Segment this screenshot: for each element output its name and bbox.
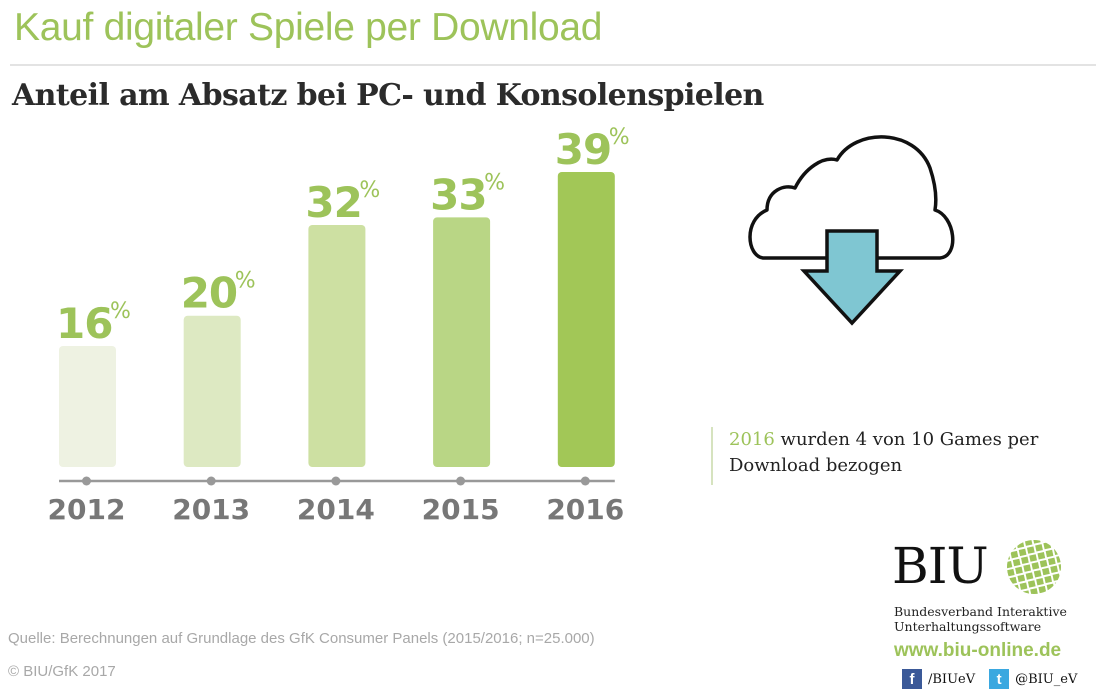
bar-2013 (183, 315, 241, 467)
brand-name: Bundesverband Interaktive Unterhaltungss… (894, 604, 1067, 634)
data-label-unit: % (235, 269, 256, 294)
globe-tile (1029, 554, 1037, 562)
globe-tile (1027, 580, 1036, 588)
globe-tile (1030, 588, 1038, 594)
data-label: 16 (56, 299, 112, 348)
callout-box: 2016 wurden 4 von 10 Games per Download … (711, 427, 1096, 485)
data-label-unit: % (484, 170, 505, 195)
globe-tile (1010, 550, 1019, 559)
globe-tile (1054, 581, 1061, 589)
globe-tile (1024, 540, 1033, 546)
globe-tile (1031, 562, 1040, 570)
social-links: f /BIUeV t @BIU_eV (902, 669, 1077, 689)
x-tick-label: 2014 (297, 493, 375, 526)
globe-tile (1043, 541, 1052, 550)
data-label: 32 (305, 178, 361, 227)
twitter-handle[interactable]: @BIU_eV (1015, 671, 1078, 687)
x-tick-label: 2012 (48, 493, 126, 526)
download-arrow (800, 229, 904, 326)
facebook-icon[interactable]: f (902, 669, 922, 689)
globe-tile (1053, 547, 1061, 555)
page-title: Kauf digitaler Spiele per Download (14, 6, 603, 49)
tick-dot-2012 (82, 476, 91, 486)
cloud-download-icon (748, 135, 955, 326)
data-label-unit: % (359, 178, 380, 203)
globe-tile (1035, 544, 1043, 552)
bar-2012 (59, 345, 116, 467)
globe-tile (1008, 542, 1016, 551)
globe-tile (1013, 592, 1022, 594)
globe-tile (1058, 563, 1061, 571)
globe-tile (1015, 566, 1023, 575)
globe-tile (1007, 568, 1015, 577)
bar-chart: 2012 16% 2013 20% 2014 32% 2015 33% 2016 39% (48, 125, 630, 526)
tick-dot-2015 (456, 476, 466, 486)
globe-tile (1012, 558, 1021, 567)
bar-2014 (308, 224, 366, 467)
data-label-unit: % (609, 125, 630, 150)
globe-tile (1021, 590, 1030, 594)
x-tick-label: 2013 (172, 493, 250, 526)
bar-2015 (433, 217, 491, 467)
globe-tile (1026, 546, 1035, 554)
globe-tile (1037, 552, 1046, 560)
source-note: Quelle: Berechnungen auf Grundlage des G… (8, 630, 595, 647)
globe-tile (1007, 553, 1011, 561)
facebook-handle[interactable]: /BIUeV (928, 671, 976, 687)
callout-text: wurden 4 von 10 Games per (774, 429, 1039, 450)
callout-year: 2016 (729, 429, 775, 450)
globe-tile (1023, 564, 1032, 572)
globe-tile (1045, 549, 1054, 558)
tick-dot-2014 (331, 476, 341, 486)
data-label-unit: % (110, 299, 131, 324)
data-label: 33 (430, 170, 486, 219)
globe-logo-icon (1007, 538, 1061, 594)
chart-subtitle: Anteil am Absatz bei PC- und Konsolenspi… (12, 78, 764, 113)
data-label: 20 (181, 269, 237, 318)
globe-tile (1049, 538, 1057, 539)
globe-tile (1011, 584, 1020, 593)
tick-dot-2013 (206, 476, 216, 486)
globe-tile (1052, 573, 1061, 581)
callout-text-line2: Download bezogen (729, 455, 903, 476)
globe-tile (1021, 556, 1029, 564)
globe-tile (1036, 577, 1044, 586)
data-label: 39 (555, 125, 611, 174)
globe-tile (1007, 561, 1013, 569)
globe-tile (1017, 574, 1026, 583)
globe-tile (1039, 559, 1048, 568)
globe-tile (1041, 540, 1049, 542)
globe-tile (1044, 575, 1053, 584)
globe-tile (1046, 583, 1055, 592)
x-tick-label: 2016 (546, 493, 624, 526)
brand-block: BIU Bundesverband Interaktive Unterhaltu… (892, 538, 1096, 694)
globe-tile (1056, 555, 1061, 563)
globe-tile (1038, 585, 1047, 594)
title-divider (10, 64, 1096, 66)
globe-tile (1016, 540, 1025, 549)
x-tick-label: 2015 (422, 493, 500, 526)
bar-2016 (557, 172, 615, 467)
globe-tile (1033, 570, 1042, 578)
biu-logo-text: BIU (892, 537, 989, 595)
globe-tile (1032, 540, 1041, 544)
globe-tile (1042, 567, 1050, 576)
twitter-icon[interactable]: t (989, 669, 1010, 689)
globe-tile (1019, 582, 1028, 590)
globe-tile (1047, 557, 1056, 566)
globe-tile (1009, 576, 1017, 585)
globe-tile (1060, 571, 1061, 579)
copyright: © BIU/GfK 2017 (8, 663, 116, 680)
globe-tile (1050, 565, 1058, 573)
globe-tile (1051, 540, 1060, 548)
tick-dot-2016 (580, 476, 590, 486)
globe-tile (1007, 545, 1008, 553)
website-link[interactable]: www.biu-online.de (894, 640, 1062, 661)
globe-tile (1025, 572, 1034, 580)
globe-tile (1018, 548, 1027, 557)
